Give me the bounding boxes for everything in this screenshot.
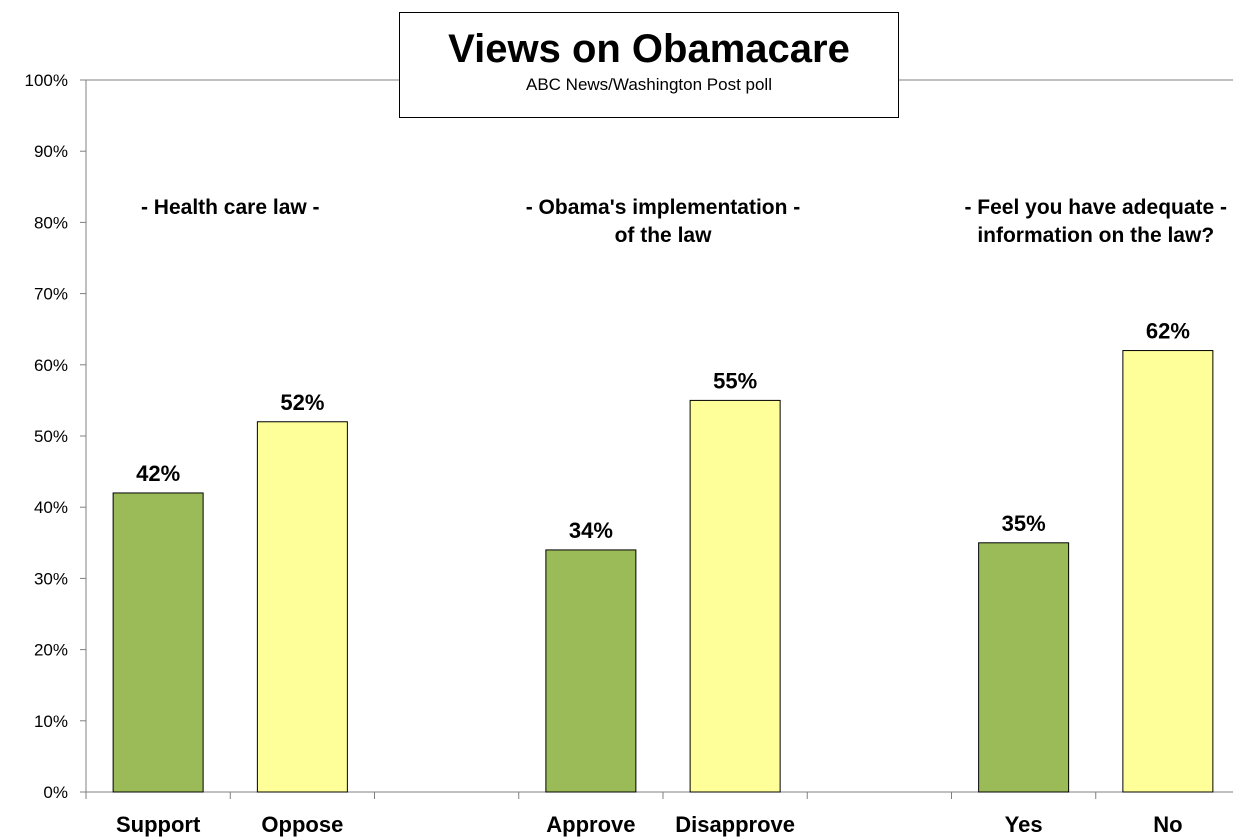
category-label: Yes <box>1005 812 1043 837</box>
y-tick-label: 50% <box>34 427 68 446</box>
group-label: of the law <box>615 224 713 247</box>
y-tick-label: 90% <box>34 142 68 161</box>
chart-labels: 42% Support 52% Oppose 34% Approve 55% Disappro… <box>116 196 1227 837</box>
group-label: - Obama's implementation - <box>526 196 801 219</box>
bar-no <box>1122 350 1214 793</box>
group-label: information on the law? <box>977 224 1214 247</box>
y-tick-label: 30% <box>34 569 68 588</box>
category-label: No <box>1153 812 1182 837</box>
y-tick-label: 100% <box>25 71 68 90</box>
group-label: - Health care law - <box>141 196 320 219</box>
bar-yes <box>978 542 1070 793</box>
data-label: 55% <box>713 368 757 393</box>
bar-approve <box>545 549 637 793</box>
y-tick-label: 20% <box>34 641 68 660</box>
y-tick-label: 10% <box>34 712 68 731</box>
data-label: 52% <box>280 390 324 415</box>
data-label: 62% <box>1146 319 1190 344</box>
chart-subtitle: ABC News/Washington Post poll <box>526 75 772 94</box>
data-label: 42% <box>136 461 180 486</box>
y-tick-label: 70% <box>34 285 68 304</box>
chart-title-box: Views on Obamacare ABC News/Washington P… <box>399 12 899 118</box>
y-tick-label: 80% <box>34 213 68 232</box>
category-label: Disapprove <box>675 812 795 837</box>
group-label: - Feel you have adequate - <box>964 196 1227 219</box>
bar-oppose <box>256 421 348 793</box>
category-label: Support <box>116 812 201 837</box>
chart-bars <box>112 350 1214 793</box>
data-label: 34% <box>569 518 613 543</box>
y-tick-label: 0% <box>43 783 68 802</box>
bar-support <box>112 492 204 793</box>
y-tick-label: 60% <box>34 356 68 375</box>
data-label: 35% <box>1002 511 1046 536</box>
bar-disapprove <box>689 399 781 793</box>
category-label: Oppose <box>261 812 343 837</box>
category-label: Approve <box>546 812 635 837</box>
chart-title: Views on Obamacare <box>448 27 850 71</box>
y-tick-label: 40% <box>34 498 68 517</box>
